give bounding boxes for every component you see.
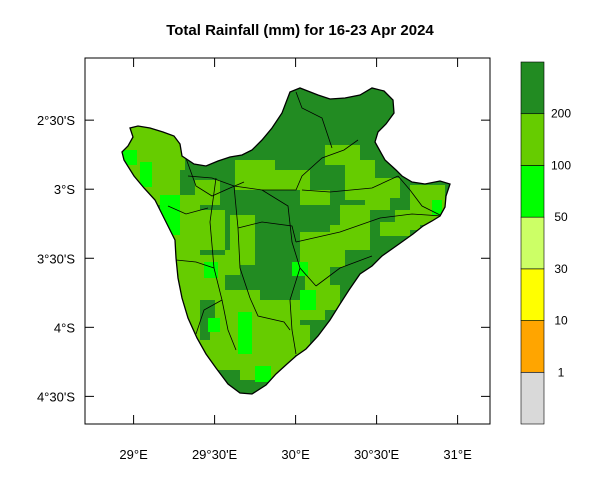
rain-cell bbox=[140, 162, 152, 187]
province-line bbox=[261, 189, 317, 287]
legend-swatch bbox=[520, 216, 545, 270]
rain-cell bbox=[410, 215, 450, 225]
rain-cell bbox=[330, 225, 350, 245]
rain-cell bbox=[200, 210, 225, 250]
rain-cell bbox=[432, 200, 442, 215]
legend-label: 100 bbox=[551, 158, 571, 172]
province-line bbox=[237, 221, 297, 243]
legend-label: 10 bbox=[554, 314, 568, 328]
province-line bbox=[315, 255, 373, 287]
province-line bbox=[301, 175, 399, 193]
rain-cell bbox=[270, 170, 310, 190]
rain-cell bbox=[155, 145, 185, 170]
lon-tick-label: 29°E bbox=[119, 447, 148, 462]
rain-cell bbox=[195, 180, 220, 205]
rain-cell bbox=[122, 150, 137, 165]
legend-swatch bbox=[520, 268, 545, 321]
lon-tick-label: 30°30'E bbox=[354, 447, 400, 462]
lat-tick-label: 4°30'S bbox=[37, 389, 75, 404]
rain-cell bbox=[235, 160, 275, 190]
lon-tick-label: 31°E bbox=[443, 447, 472, 462]
rain-cell bbox=[255, 366, 271, 382]
legend-swatch bbox=[520, 165, 545, 218]
legend-swatch bbox=[520, 113, 545, 166]
province-line bbox=[249, 297, 291, 331]
legend-swatch bbox=[520, 371, 545, 425]
burundi-border bbox=[121, 87, 451, 395]
rain-cell bbox=[380, 222, 410, 236]
province-line bbox=[289, 267, 301, 355]
lat-tick-label: 3°S bbox=[54, 182, 75, 197]
rain-cell bbox=[365, 195, 390, 210]
color-legend: 1 10 30 50 100 200 bbox=[520, 61, 571, 425]
province-line bbox=[209, 177, 237, 351]
province-line bbox=[167, 205, 209, 215]
rain-cell bbox=[208, 318, 220, 332]
rain-cell bbox=[300, 190, 330, 205]
province-line bbox=[397, 175, 443, 217]
lon-tick-label: 30°E bbox=[281, 447, 310, 462]
legend-swatch bbox=[520, 61, 545, 115]
province-line bbox=[295, 213, 443, 243]
province-boundaries bbox=[167, 91, 443, 355]
lat-tick-label: 3°30'S bbox=[37, 251, 75, 266]
rain-cell bbox=[180, 225, 200, 265]
rain-cell bbox=[238, 312, 252, 354]
province-line bbox=[295, 91, 333, 149]
province-line bbox=[233, 185, 251, 299]
latitude-axis: 2°30'S 3°S 3°30'S 4°S 4°30'S bbox=[37, 113, 490, 404]
longitude-axis: 29°E 29°30'E 30°E 30°30'E 31°E bbox=[119, 58, 472, 462]
rain-cell bbox=[300, 290, 316, 310]
legend-swatch bbox=[520, 320, 545, 373]
legend-label: 50 bbox=[554, 210, 568, 224]
rain-cell bbox=[345, 160, 375, 200]
legend-label: 200 bbox=[551, 107, 571, 121]
legend-label: 30 bbox=[554, 262, 568, 276]
province-line bbox=[187, 139, 359, 191]
province-line bbox=[175, 259, 215, 269]
rain-cell bbox=[375, 178, 400, 198]
rain-cell bbox=[230, 215, 255, 265]
legend-label: 1 bbox=[558, 365, 565, 379]
lat-tick-label: 2°30'S bbox=[37, 113, 75, 128]
lat-tick-label: 4°S bbox=[54, 320, 75, 335]
map-title: Total Rainfall (mm) for 16-23 Apr 2024 bbox=[166, 22, 434, 39]
lon-tick-label: 29°30'E bbox=[192, 447, 238, 462]
province-line bbox=[195, 299, 223, 335]
